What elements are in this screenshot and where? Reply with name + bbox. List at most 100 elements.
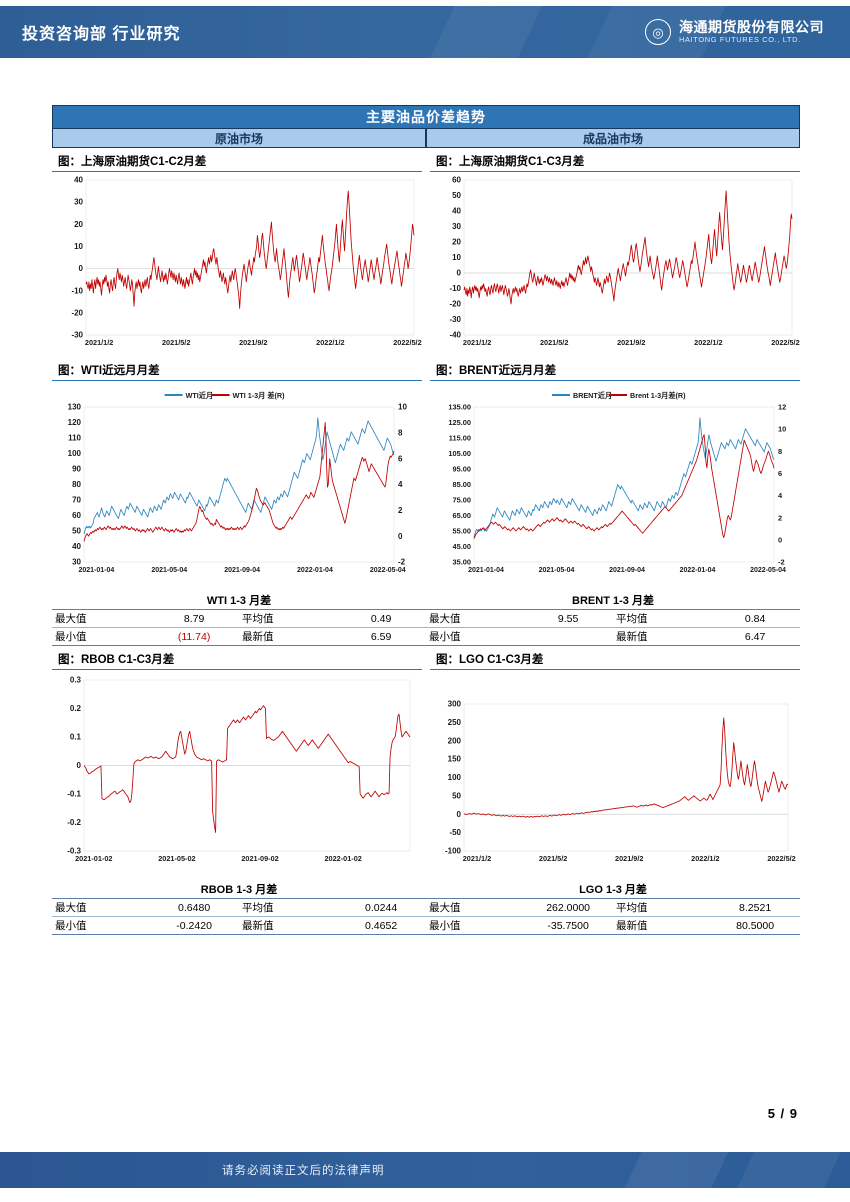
svg-text:12: 12 <box>778 403 786 412</box>
svg-text:50: 50 <box>72 527 81 536</box>
page-footer: 请务必阅读正文后的法律声明 <box>0 1152 850 1188</box>
svg-text:2022/5/2: 2022/5/2 <box>771 338 799 347</box>
svg-text:-20: -20 <box>449 300 461 309</box>
chart-cell-sh-c1c3: 图：上海原油期货C1-C3月差 60 50 40 30 20 10 0 -10 -20 -30 -4… <box>426 148 800 357</box>
stats-row-rbob-lgo: RBOB 1-3 月差 最大值 0.6480 平均值 0.0244 最小值 -0… <box>52 875 800 935</box>
chart-row-rbob-lgo: 图：RBOB C1-C3月差 0.3 0.2 0.1 0 -0.1 -0.2 -0.3 202… <box>52 646 800 875</box>
svg-text:6: 6 <box>778 469 782 478</box>
svg-text:4: 4 <box>398 480 403 489</box>
section-title: 主要油品价差趋势 <box>52 105 800 129</box>
chart-caption-wti: 图：WTI近远月月差 <box>52 357 422 381</box>
svg-text:2022-01-04: 2022-01-04 <box>297 567 333 574</box>
svg-text:4: 4 <box>778 491 783 500</box>
stat-value-latest: 80.5000 <box>710 916 800 935</box>
svg-text:0: 0 <box>457 810 462 819</box>
svg-text:0: 0 <box>79 264 84 273</box>
svg-text:10: 10 <box>398 403 407 412</box>
stats-table-brent: BRENT 1-3 月差 最大值 9.55 平均值 0.84 最小值 最新值 6… <box>426 590 800 646</box>
stat-value-latest: 6.47 <box>710 627 800 646</box>
svg-text:-20: -20 <box>71 308 83 317</box>
svg-text:75.00: 75.00 <box>453 496 472 505</box>
svg-text:2022/5/2: 2022/5/2 <box>767 854 795 863</box>
stat-label-avg: 平均值 <box>612 898 711 917</box>
page-number: 5 / 9 <box>767 1106 798 1121</box>
stats-title-rbob: RBOB 1-3 月差 <box>52 879 426 899</box>
svg-text:2022/5/2: 2022/5/2 <box>393 338 421 347</box>
svg-text:0: 0 <box>398 532 403 541</box>
svg-text:110: 110 <box>68 434 81 443</box>
svg-text:90: 90 <box>72 465 81 474</box>
chart-rbob: 0.3 0.2 0.1 0 -0.1 -0.2 -0.3 2021-01-02 2021-05-… <box>52 670 422 875</box>
stat-label-latest: 最新值 <box>612 916 711 935</box>
stat-label-latest: 最新值 <box>238 627 337 646</box>
chart-caption-rbob: 图：RBOB C1-C3月差 <box>52 646 422 670</box>
chart-sh-c1c3: 60 50 40 30 20 10 0 -10 -20 -30 -40 2021/1/2 2021/5/… <box>430 172 800 357</box>
svg-text:-40: -40 <box>449 331 461 340</box>
svg-text:8: 8 <box>398 428 403 437</box>
svg-text:-30: -30 <box>71 331 83 340</box>
stat-value-max: 262.0000 <box>523 898 613 917</box>
svg-text:0.2: 0.2 <box>70 704 82 713</box>
chart-brent: 135.00 125.00 115.00 105.00 95.00 85.00 75.00 6… <box>430 381 800 586</box>
svg-text:40: 40 <box>452 207 461 216</box>
svg-text:2021/1/2: 2021/1/2 <box>85 338 113 347</box>
stats-table-rbob: RBOB 1-3 月差 最大值 0.6480 平均值 0.0244 最小值 -0… <box>52 879 426 935</box>
svg-text:100: 100 <box>448 773 462 782</box>
svg-text:-100: -100 <box>445 847 462 856</box>
svg-text:60: 60 <box>452 176 461 185</box>
svg-text:80: 80 <box>72 480 81 489</box>
stat-label-min: 最小值 <box>426 627 524 646</box>
chart-cell-rbob: 图：RBOB C1-C3月差 0.3 0.2 0.1 0 -0.1 -0.2 -0.3 202… <box>52 646 426 875</box>
svg-text:2022-01-04: 2022-01-04 <box>680 567 716 574</box>
chart-caption-sh-c1c2: 图：上海原油期货C1-C2月差 <box>52 148 422 172</box>
footer-legal-note: 请务必阅读正文后的法律声明 <box>222 1165 385 1177</box>
svg-text:6: 6 <box>398 454 403 463</box>
chart-lgo: 300 250 200 150 100 50 0 -50 -100 2021/1/2 2021/5/… <box>430 670 800 875</box>
svg-text:10: 10 <box>452 253 461 262</box>
svg-text:150: 150 <box>448 755 462 764</box>
svg-text:10: 10 <box>778 425 786 434</box>
svg-text:65.00: 65.00 <box>453 511 472 520</box>
svg-text:-30: -30 <box>449 315 461 324</box>
haitong-logo-icon: ◎ <box>645 19 671 45</box>
section-subheader-row: 原油市场 成品油市场 <box>52 129 800 148</box>
chart-cell-brent: 图：BRENT近远月月差 135.00 125.00 115.00 105.00 95.… <box>426 357 800 586</box>
stat-value-min <box>523 627 613 646</box>
chart-wti: 130 120 110 100 90 80 70 60 50 40 30 10 8 6 4 2 0 -2 2021-… <box>52 381 422 586</box>
stat-label-min: 最小值 <box>52 916 150 935</box>
chart-row-wti-brent: 图：WTI近远月月差 130 120 110 100 90 80 70 60 50 40 30 10 8… <box>52 357 800 586</box>
svg-text:0: 0 <box>778 535 782 544</box>
svg-text:-50: -50 <box>449 828 461 837</box>
svg-text:2022-05-04: 2022-05-04 <box>750 567 786 574</box>
table-row: 最大值 0.6480 平均值 0.0244 <box>52 898 426 917</box>
svg-text:115.00: 115.00 <box>449 434 471 443</box>
svg-text:2021-05-04: 2021-05-04 <box>539 567 575 574</box>
svg-text:35.00: 35.00 <box>453 558 472 567</box>
svg-text:2021/5/2: 2021/5/2 <box>162 338 190 347</box>
header-department-title: 投资咨询部 行业研究 <box>22 26 181 43</box>
svg-text:30: 30 <box>74 198 83 207</box>
subheader-crude-market: 原油市场 <box>52 129 426 148</box>
svg-text:95.00: 95.00 <box>453 465 472 474</box>
stats-table-wti: WTI 1-3 月差 最大值 8.79 平均值 0.49 最小值 (11.74)… <box>52 590 426 646</box>
svg-text:20: 20 <box>452 238 461 247</box>
svg-text:125.00: 125.00 <box>448 418 471 427</box>
svg-text:2021-01-02: 2021-01-02 <box>75 854 112 863</box>
svg-text:8: 8 <box>778 447 782 456</box>
svg-text:300: 300 <box>448 700 462 709</box>
svg-text:-10: -10 <box>449 284 461 293</box>
stat-value-avg: 8.2521 <box>710 898 800 917</box>
svg-text:Brent 1-3月差(R): Brent 1-3月差(R) <box>630 391 686 400</box>
svg-text:2022/1/2: 2022/1/2 <box>691 854 719 863</box>
table-row: 最大值 8.79 平均值 0.49 <box>52 609 426 628</box>
svg-text:2021-01-04: 2021-01-04 <box>468 567 504 574</box>
svg-text:2021/5/2: 2021/5/2 <box>540 338 568 347</box>
svg-text:0.3: 0.3 <box>70 676 82 685</box>
svg-text:100: 100 <box>68 449 82 458</box>
stats-row-wti-brent: WTI 1-3 月差 最大值 8.79 平均值 0.49 最小值 (11.74)… <box>52 586 800 646</box>
svg-text:2021/1/2: 2021/1/2 <box>463 854 491 863</box>
stat-label-min: 最小值 <box>52 627 150 646</box>
chart-cell-wti: 图：WTI近远月月差 130 120 110 100 90 80 70 60 50 40 30 10 8… <box>52 357 426 586</box>
logo-company-name-cn: 海通期货股份有限公司 <box>679 18 824 35</box>
svg-text:40: 40 <box>72 542 81 551</box>
